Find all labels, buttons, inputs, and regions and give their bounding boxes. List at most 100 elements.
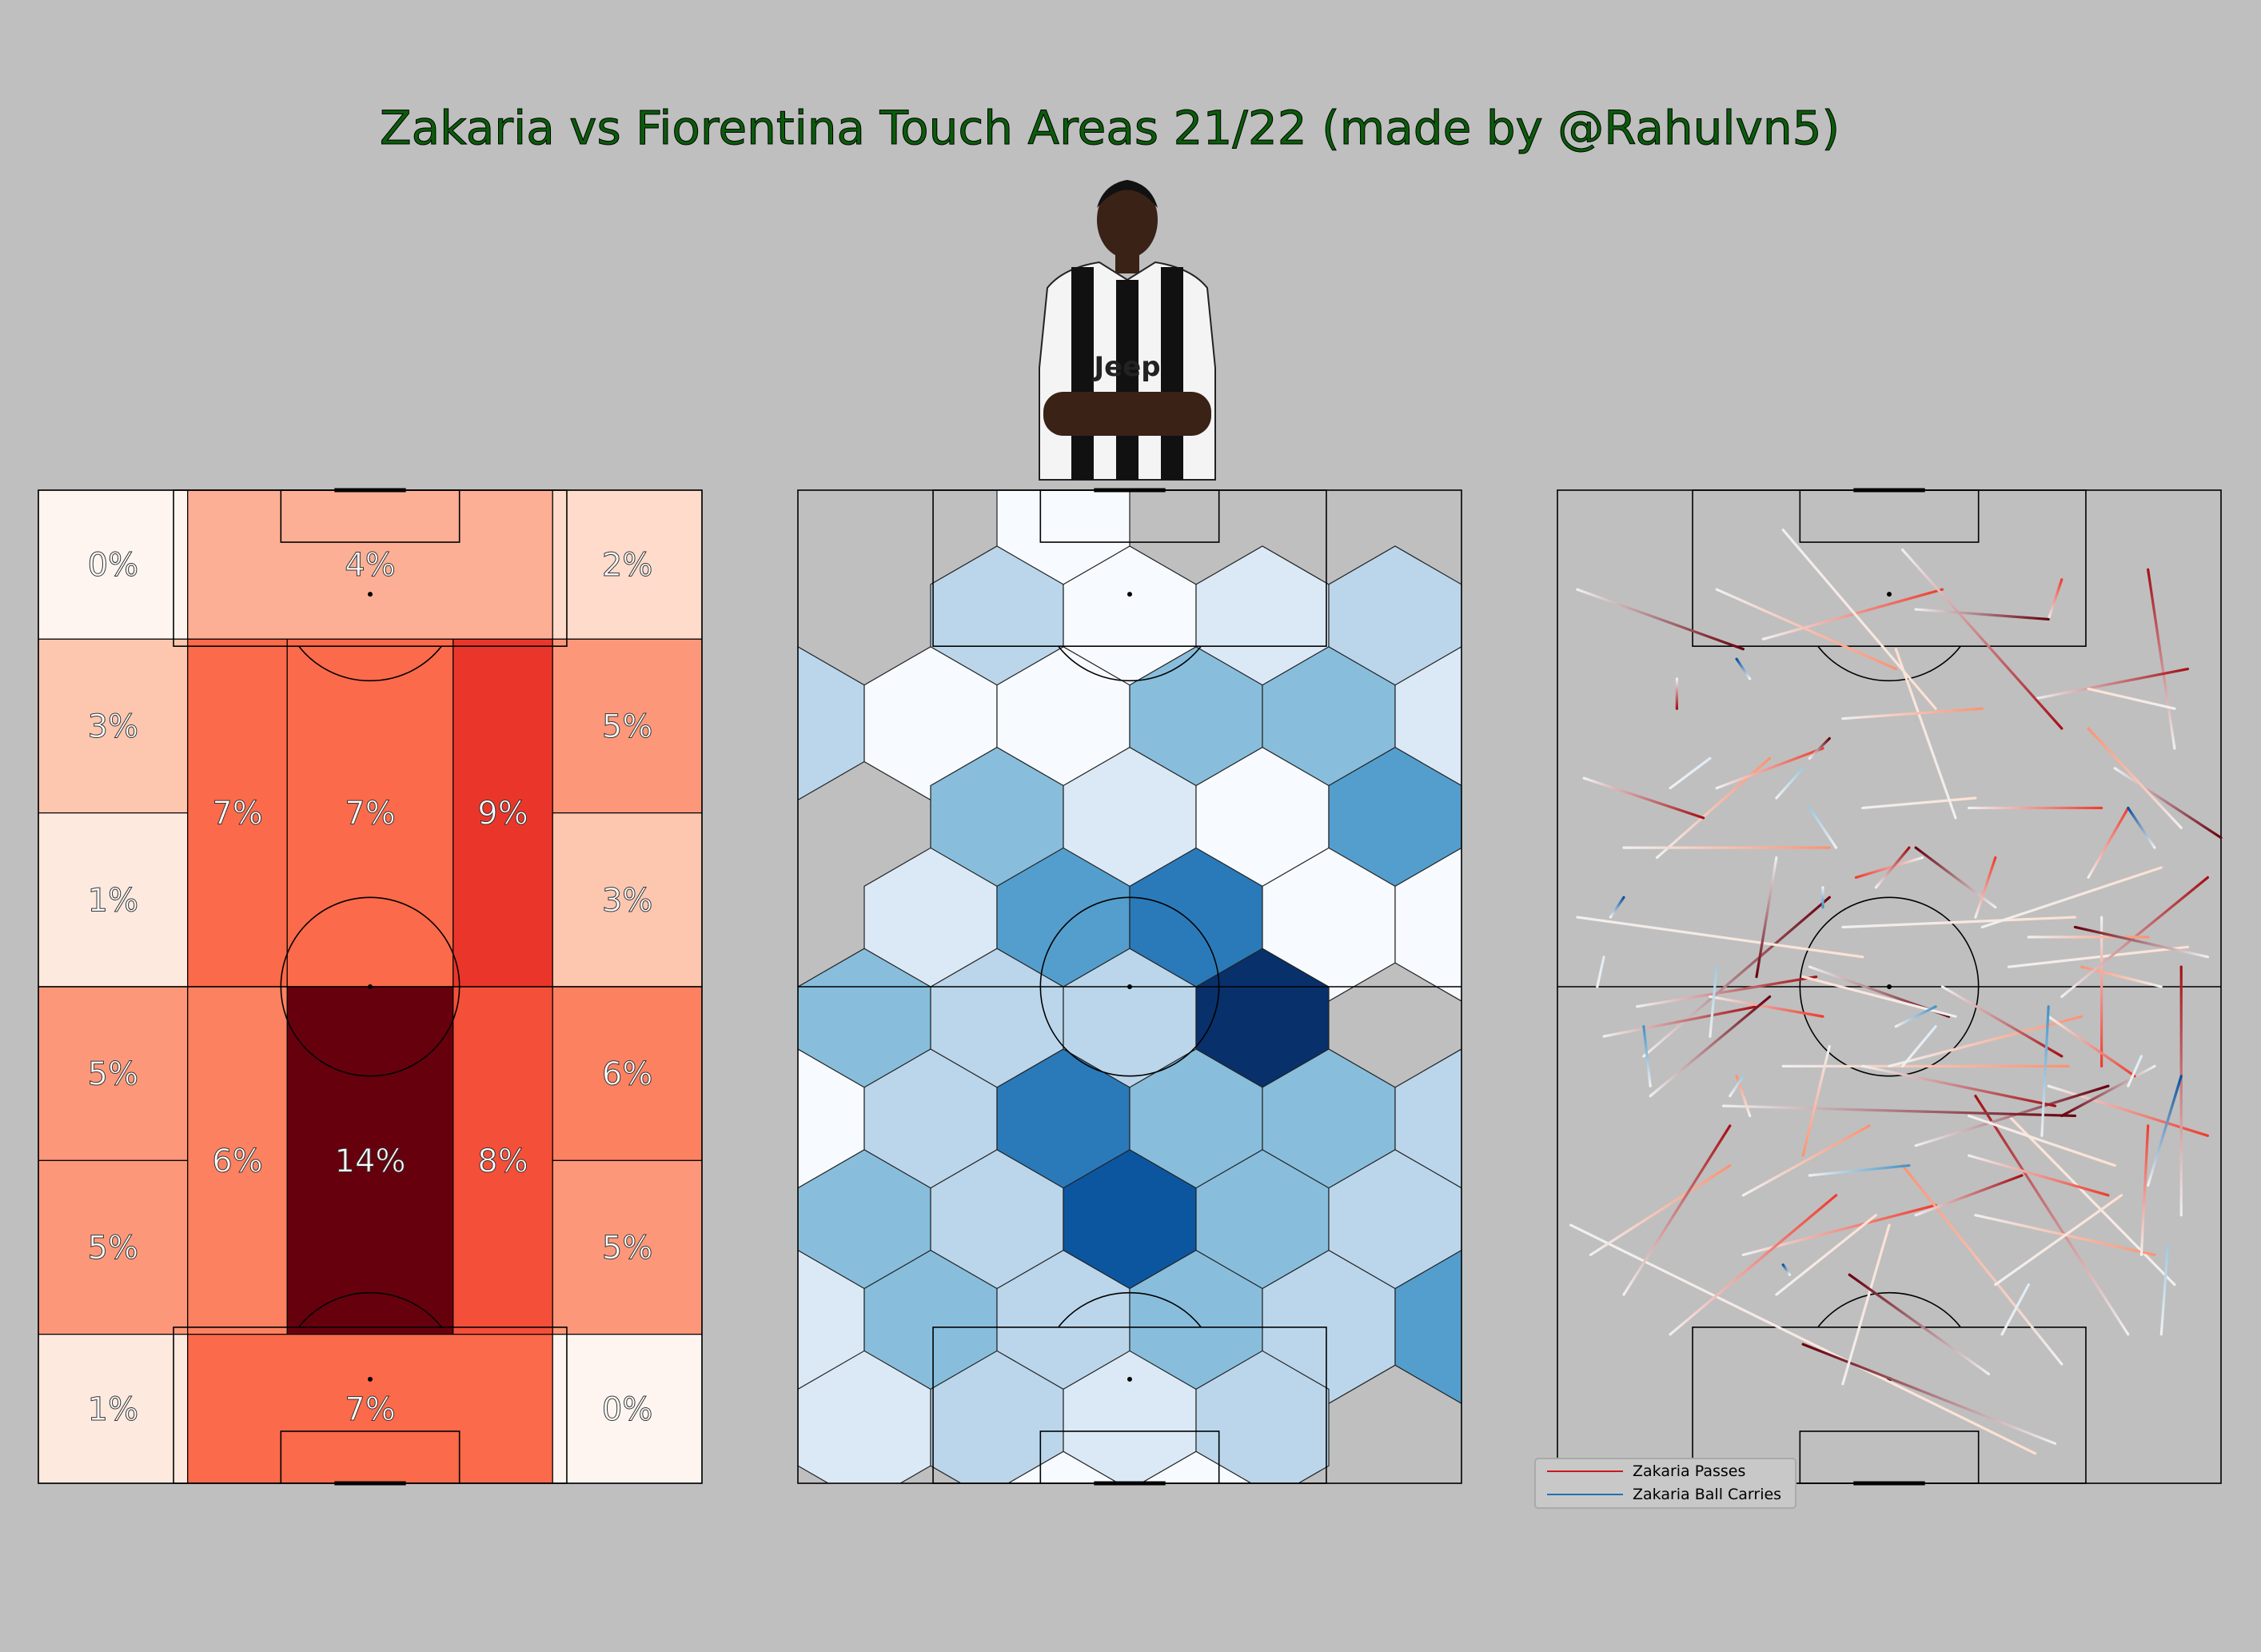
- pass-line-10: [2007, 1114, 2176, 1287]
- bottom-penalty-arc: [1058, 1291, 1202, 1328]
- center-spot: [368, 984, 373, 989]
- legend-passes-label: Zakaria Passes: [1633, 1462, 1745, 1480]
- pass-line-3: [1589, 1163, 1732, 1256]
- zone-label-upper-right-wing-high: 5%: [602, 708, 652, 745]
- pass-line-17: [1721, 1104, 2076, 1118]
- zone-upper-right-halfspace: [453, 638, 553, 988]
- zone-label-bottom-left-corner: 1%: [88, 1391, 138, 1428]
- zone-lower-center: [286, 986, 454, 1335]
- pass-line-57: [1914, 608, 2050, 621]
- pass-line-39: [1582, 776, 1705, 820]
- zone-top-right-corner: [552, 489, 703, 640]
- pass-line-9: [1974, 1095, 2130, 1336]
- carry-line-6: [2147, 1075, 2183, 1187]
- sponsor-logo: Jeep: [1092, 351, 1160, 383]
- pass-line-72: [1649, 995, 1772, 1098]
- zone-label-upper-left-wing-low: 1%: [88, 882, 138, 919]
- pass-line-19: [1635, 975, 1818, 1008]
- zone-label-top-right-corner: 2%: [602, 547, 652, 584]
- pass-line-6: [1669, 1194, 1838, 1336]
- bottom-penalty-arc: [298, 1291, 442, 1328]
- carry-line-10: [1609, 896, 1625, 919]
- player-hair: [1097, 180, 1158, 208]
- pass-line-23: [1888, 1015, 2084, 1067]
- pass-line-16: [2139, 1124, 2150, 1256]
- pass-line-43: [2087, 727, 2183, 829]
- pass-line-50: [2087, 687, 2176, 710]
- pass-line-31: [1709, 995, 1824, 1018]
- pass-line-4: [1622, 1124, 1732, 1296]
- carry-line-14: [2127, 806, 2156, 849]
- hex-r4-c5: [1394, 847, 1461, 1002]
- zone-label-lower-left-wing-high: 5%: [88, 1056, 138, 1093]
- carry-line-7: [1642, 1025, 1652, 1087]
- carry-line-0: [1729, 1075, 1745, 1098]
- carry-line-8: [1709, 965, 1718, 1038]
- pass-line-0: [1569, 1223, 2037, 1455]
- pass-line-66: [2047, 1015, 2136, 1078]
- zone-label-upper-center: 7%: [345, 796, 395, 832]
- carry-line-4: [2159, 1243, 2170, 1336]
- bottom-penalty-arc: [1817, 1291, 1961, 1328]
- bottom-penalty-spot: [1127, 1376, 1132, 1382]
- player-arms: [1043, 392, 1211, 436]
- pass-line-2: [1801, 1343, 2057, 1445]
- zone-upper-center: [286, 638, 454, 988]
- zone-label-upper-right-wing-low: 3%: [602, 882, 652, 919]
- pass-line-12: [1914, 1084, 2110, 1147]
- zone-label-lower-left-wing-low: 5%: [88, 1230, 138, 1267]
- pass-line-8: [1901, 1163, 2064, 1366]
- zone-label-lower-center: 14%: [335, 1143, 406, 1179]
- legend-carries-label: Zakaria Ball Carries: [1633, 1486, 1781, 1503]
- pass-line-30: [1576, 916, 1864, 959]
- carry-line-19: [1894, 1005, 1937, 1028]
- bottom-penalty-spot: [368, 1376, 373, 1382]
- carry-line-15: [2040, 1005, 2050, 1137]
- zone-upper-right-wing-low: [552, 812, 703, 988]
- pass-line-70: [1775, 1214, 1877, 1296]
- zone-label-upper-left-halfspace: 7%: [212, 796, 262, 832]
- zone-upper-right-wing-high: [552, 638, 703, 814]
- pass-line-24: [1861, 1064, 2057, 1107]
- zone-top-center-box: [187, 489, 553, 640]
- pass-line-55: [1781, 529, 1937, 710]
- zone-label-upper-left-wing-high: 3%: [88, 708, 138, 745]
- center-spot: [1127, 984, 1132, 989]
- pass-map-legend: Zakaria Passes Zakaria Ball Carries: [1534, 1458, 1796, 1509]
- zone-upper-left-wing-low: [38, 812, 189, 988]
- shirt-stripe-2: [1116, 280, 1138, 480]
- top-penalty-spot: [368, 592, 373, 597]
- pass-line-40: [1861, 796, 1977, 810]
- pass-line-56: [2047, 578, 2064, 621]
- center-circle: [1039, 896, 1220, 1077]
- zone-bottom-left-corner: [38, 1334, 189, 1484]
- carry-line-12: [1808, 806, 1838, 849]
- zone-bottom-right-corner: [552, 1334, 703, 1484]
- carry-line-9: [1596, 956, 1605, 988]
- pass-line-20: [1994, 1194, 2123, 1287]
- pass-line-71: [1974, 856, 1997, 919]
- top-penalty-arc: [1058, 645, 1202, 682]
- hex-r10-c3: [1139, 1450, 1253, 1483]
- center-spot: [1887, 984, 1892, 989]
- pass-line-53: [1715, 588, 1897, 671]
- pass-line-69: [1914, 1174, 2024, 1217]
- pass-line-25: [2007, 945, 2190, 968]
- carry-line-2: [1781, 1263, 1792, 1276]
- zone-lower-left-wing-high: [38, 986, 189, 1161]
- zone-bottom-center-box: [187, 1334, 553, 1484]
- pass-line-46: [1715, 747, 1824, 790]
- hexbin-pitch: [797, 488, 1462, 1486]
- top-penalty-arc: [298, 645, 442, 682]
- hex-r9-c3: [1195, 1350, 1330, 1483]
- carry-line-17: [1669, 756, 1712, 790]
- pass-line-42: [2113, 767, 2223, 840]
- zone-upper-left-wing-high: [38, 638, 189, 814]
- pass-line-15: [1968, 1114, 2116, 1167]
- zone-lower-right-wing-high: [552, 986, 703, 1161]
- pass-line-49: [2034, 667, 2190, 700]
- pass-line-45: [1894, 648, 1957, 820]
- pass-line-67: [2073, 925, 2209, 959]
- zone-lower-left-wing-low: [38, 1159, 189, 1335]
- pass-line-44: [2147, 568, 2176, 750]
